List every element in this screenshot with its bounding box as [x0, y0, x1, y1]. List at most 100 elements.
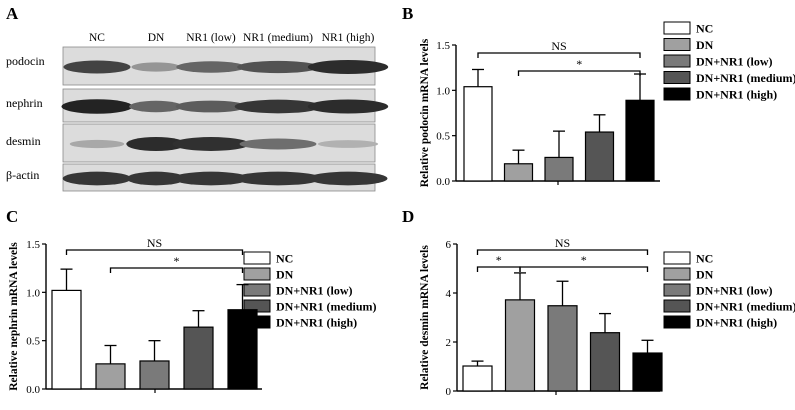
legend-label: DN+NR1 (low) — [276, 284, 353, 298]
y-tick-label: 1.5 — [26, 239, 40, 251]
lane-label-nr1-medium: NR1 (medium) — [243, 32, 313, 44]
blot-label-desmin: desmin — [6, 134, 41, 148]
legend-swatch — [243, 251, 271, 265]
bar — [51, 289, 82, 390]
legend-swatch — [663, 283, 691, 297]
blot-label-beta-actin: β-actin — [6, 168, 39, 182]
blot-band — [237, 60, 319, 74]
panel-letter-a: A — [6, 4, 19, 23]
legend-label: NC — [276, 252, 293, 266]
significance-label: * — [496, 253, 502, 267]
blot-band — [61, 99, 133, 114]
y-tick-label: 1.0 — [26, 287, 40, 299]
significance-bracket — [519, 266, 649, 272]
y-axis-label: Relative nephrin mRNA levels — [8, 242, 20, 391]
significance-label: * — [174, 254, 180, 268]
blot-band — [62, 171, 132, 186]
bar — [139, 360, 170, 390]
y-tick-label: 0 — [446, 386, 452, 398]
y-tick-label: 0.0 — [26, 384, 40, 396]
legend-swatch — [663, 54, 691, 68]
bar — [625, 99, 655, 182]
legend-panel-b: NC DN DN+NR1 (low) DN+NR1 (medium) DN+NR1 (h… — [663, 21, 795, 102]
significance-label: NS — [147, 236, 162, 250]
y-tick-label: 0.5 — [26, 336, 40, 348]
blot-band — [234, 99, 322, 114]
blot-band — [126, 171, 186, 186]
legend-label: NC — [696, 22, 713, 36]
legend-label: DN — [696, 38, 714, 52]
legend-swatch — [243, 267, 271, 281]
bar — [632, 352, 663, 392]
significance-label: NS — [555, 236, 570, 250]
bar — [503, 163, 534, 182]
lane-label-dn: DN — [148, 32, 165, 44]
legend-label: NC — [696, 252, 713, 266]
blot-label-podocin: podocin — [6, 54, 45, 68]
significance-bracket — [476, 249, 649, 255]
legend-panel-c: NC DN DN+NR1 (low) DN+NR1 (medium) DN+NR1 (h… — [243, 251, 377, 330]
panel-a-western-blot: A NC DN NR1 (low) NR1 (medium) NR1 (high… — [6, 4, 389, 192]
significance-label: NS — [551, 39, 566, 53]
legend-label: DN — [276, 268, 294, 282]
blot-band — [69, 139, 125, 149]
bar — [589, 332, 621, 392]
legend-label: DN+NR1 (low) — [696, 284, 773, 298]
y-axis-label: Relative podocin mRNA levels — [419, 38, 431, 187]
blot-band — [175, 100, 247, 113]
chart-nephrin: 0.0 0.5 1.0 1.5 Relative nephrin mRNA levels… — [8, 236, 262, 396]
legend-label: DN+NR1 (medium) — [696, 71, 795, 85]
blot-band — [131, 62, 181, 72]
blot-band — [307, 59, 389, 75]
lane-label-nc: NC — [89, 32, 105, 44]
blot-band — [126, 136, 186, 152]
legend-panel-d: NC DN DN+NR1 (low) DN+NR1 (medium) DN+NR1 (h… — [663, 251, 795, 330]
legend-label: DN — [696, 268, 714, 282]
bar — [544, 156, 574, 182]
lane-label-nr1-high: NR1 (high) — [322, 32, 375, 44]
significance-label: * — [581, 253, 587, 267]
blot-band — [172, 137, 250, 151]
y-tick-label: 1.5 — [436, 40, 450, 52]
legend-swatch — [663, 38, 691, 51]
chart-desmin: 0 2 4 6 Relative desmin mRNA levels NS * * — [419, 236, 663, 398]
bar — [462, 365, 493, 392]
significance-bracket — [476, 266, 521, 272]
panel-letter-d: D — [402, 207, 414, 226]
panel-letter-b: B — [402, 4, 413, 23]
blot-band — [63, 60, 131, 74]
bar — [584, 131, 615, 182]
legend-label: DN+NR1 (medium) — [696, 300, 795, 314]
legend-swatch — [663, 87, 691, 101]
y-tick-label: 0.0 — [436, 176, 450, 188]
blot-band — [239, 138, 317, 150]
legend-swatch — [663, 267, 691, 281]
legend-label: DN+NR1 (low) — [696, 55, 773, 69]
blot-label-nephrin: nephrin — [6, 96, 43, 110]
lane-label-nr1-low: NR1 (low) — [186, 32, 236, 44]
legend-label: DN+NR1 (high) — [696, 88, 777, 102]
y-tick-label: 2 — [446, 337, 452, 349]
legend-swatch — [663, 299, 691, 313]
bar — [547, 305, 578, 392]
y-tick-label: 0.5 — [436, 131, 450, 143]
bar — [463, 86, 493, 182]
blot-band — [307, 99, 389, 114]
significance-bracket — [109, 267, 244, 273]
legend-label: DN+NR1 (high) — [276, 316, 357, 330]
blot-band — [172, 171, 250, 186]
bar — [95, 363, 126, 390]
blot-band — [176, 61, 246, 73]
chart-podocin: 0.0 0.5 1.0 1.5 Relative podocin mRNA levels… — [419, 38, 660, 188]
bar — [227, 309, 258, 390]
y-tick-label: 1.0 — [436, 85, 450, 97]
legend-swatch — [663, 71, 691, 84]
blot-band — [308, 171, 388, 186]
blot-band — [234, 171, 322, 186]
blot-strips — [61, 46, 389, 192]
y-axis-label: Relative desmin mRNA levels — [419, 245, 431, 390]
y-tick-label: 4 — [446, 288, 452, 300]
legend-swatch — [663, 21, 691, 35]
bar — [183, 326, 214, 390]
